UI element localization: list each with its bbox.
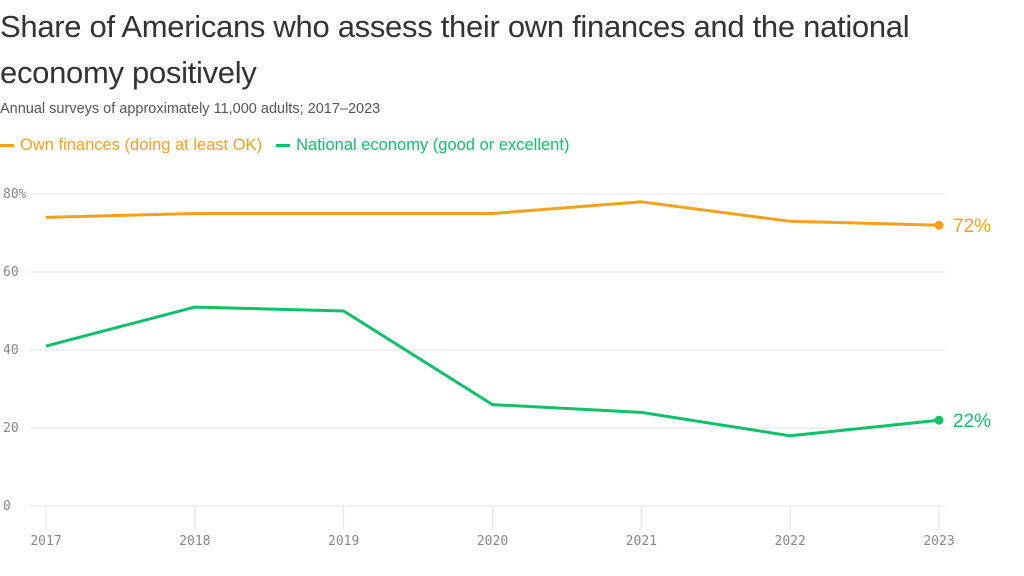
legend-item-national-economy: National economy (good or excellent) — [276, 136, 569, 155]
x-axis: 2017 2018 2019 2020 2021 2022 2023 — [30, 506, 955, 549]
series-line — [45, 200, 940, 227]
series-0: 72% — [45, 200, 991, 237]
x-tick-label: 2017 — [30, 534, 61, 549]
y-tick-label: 60 — [3, 265, 19, 280]
y-tick-label: 40 — [3, 343, 19, 358]
legend-label-national-economy: National economy (good or excellent) — [296, 136, 570, 154]
y-tick-label: 80% — [3, 187, 27, 202]
legend-label-own-finances: Own finances (doing at least OK) — [20, 136, 263, 154]
end-value-label: 22% — [953, 411, 991, 432]
series-line — [45, 305, 940, 438]
x-tick-label: 2022 — [775, 534, 806, 549]
x-tick-label: 2018 — [179, 534, 210, 549]
chart-title: Share of Americans who assess their own … — [0, 9, 910, 90]
gridlines — [30, 193, 945, 507]
end-point-marker — [934, 415, 944, 425]
series-lines: 72% 22% — [45, 200, 991, 438]
x-tick-label: 2021 — [626, 534, 657, 549]
x-tick-label: 2020 — [477, 534, 508, 549]
end-point-marker — [934, 220, 944, 230]
chart-subtitle: Annual surveys of approximately 11,000 a… — [0, 101, 381, 117]
y-axis: 0 20 40 60 80% — [3, 187, 27, 514]
y-tick-label: 20 — [3, 421, 19, 436]
series-1: 22% — [45, 305, 991, 438]
legend-item-own-finances: Own finances (doing at least OK) — [0, 136, 262, 155]
x-tick-label: 2023 — [923, 534, 954, 549]
legend: Own finances (doing at least OK) Nationa… — [0, 136, 569, 155]
legend-swatch-national-economy — [276, 144, 291, 147]
legend-swatch-own-finances — [0, 144, 14, 147]
y-tick-label: 0 — [3, 499, 11, 514]
x-tick-label: 2019 — [328, 534, 359, 549]
end-value-label: 72% — [953, 216, 991, 237]
